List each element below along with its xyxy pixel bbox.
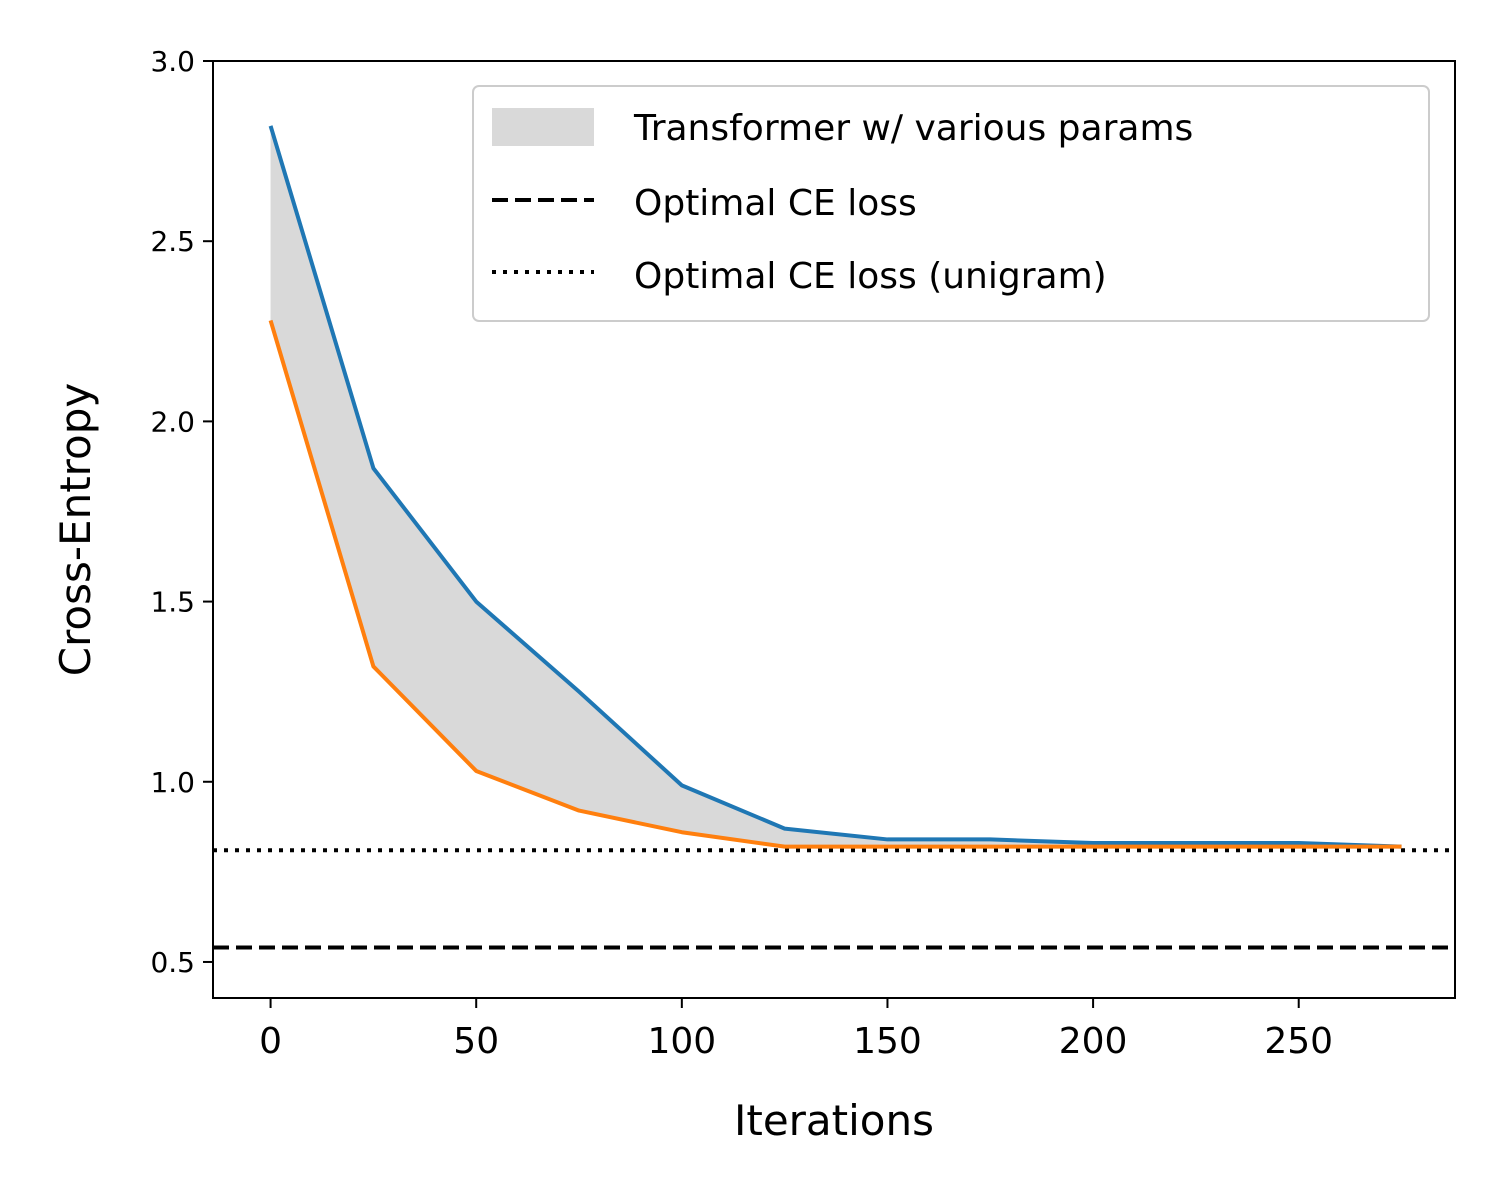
x-tick-label: 150 <box>853 1021 922 1062</box>
legend-label-optimal: Optimal CE loss <box>634 183 917 224</box>
y-tick-label: 1.5 <box>150 586 195 619</box>
y-tick-label: 2.5 <box>150 225 195 258</box>
legend-label-transformer: Transformer w/ various params <box>633 108 1193 149</box>
legend-box <box>472 85 1430 322</box>
upper-series-line <box>268 125 1402 849</box>
x-tick-label: 200 <box>1059 1021 1128 1062</box>
plot-area <box>213 125 1455 950</box>
y-tick-label: 3.0 <box>150 45 195 78</box>
y-tick-label: 0.5 <box>150 946 195 979</box>
y-tick-label: 2.0 <box>150 405 195 438</box>
lower-series-line <box>268 319 1402 849</box>
legend-patch-transformer <box>492 108 594 146</box>
x-tick-label: 250 <box>1264 1021 1333 1062</box>
axes-frame <box>212 60 1456 999</box>
x-tick-label: 50 <box>453 1021 499 1062</box>
y-tick-label: 1.0 <box>150 766 195 799</box>
x-tick-label: 100 <box>647 1021 716 1062</box>
y-axis-label: Cross-Entropy <box>51 383 100 676</box>
legend-label-unigram: Optimal CE loss (unigram) <box>634 256 1107 297</box>
x-axis-label: Iterations <box>734 1096 934 1145</box>
x-tick-label: 0 <box>259 1021 282 1062</box>
axis-ticks: 0.5 1.0 1.5 2.0 2.5 3.0 0 50 100 150 200 250 <box>150 45 1333 1062</box>
legend: Transformer w/ various params Optimal CE… <box>472 85 1430 322</box>
